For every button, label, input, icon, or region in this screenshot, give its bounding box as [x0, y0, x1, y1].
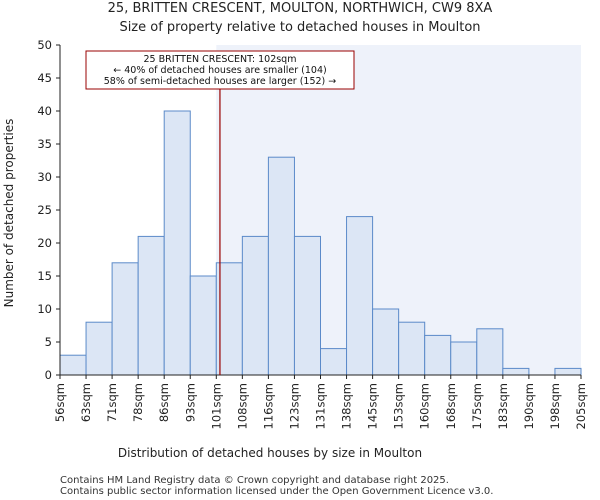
- footer-line-1: Contains HM Land Registry data © Crown c…: [60, 475, 449, 486]
- bar-108sqm: [241, 235, 269, 376]
- annotation-box: 25 BRITTEN CRESCENT: 102sqm ← 40% of det…: [85, 50, 355, 90]
- x-tick-label-63sqm: 63sqm: [79, 383, 93, 422]
- y-tick-label-40: 40: [37, 104, 52, 118]
- annotation-line-2: ← 40% of detached houses are smaller (10…: [113, 65, 326, 76]
- bar-123sqm: [293, 235, 322, 376]
- annotation-line-1: 25 BRITTEN CRESCENT: 102sqm: [144, 54, 297, 65]
- x-tick-label-78sqm: 78sqm: [131, 383, 145, 422]
- x-tick-label-175sqm: 175sqm: [470, 383, 484, 429]
- annotation-line-3: 58% of semi-detached houses are larger (…: [104, 76, 337, 87]
- x-tick-label-183sqm: 183sqm: [496, 383, 510, 429]
- chart-title: 25, BRITTEN CRESCENT, MOULTON, NORTHWICH…: [108, 1, 493, 16]
- bar-175sqm: [476, 328, 504, 376]
- bar-86sqm: [163, 110, 191, 376]
- x-tick-label-198sqm: 198sqm: [548, 383, 562, 429]
- chart-subtitle: Size of property relative to detached ho…: [119, 20, 480, 35]
- x-tick-label-101sqm: 101sqm: [209, 383, 223, 429]
- bar-138sqm: [346, 216, 374, 376]
- footer-line-2: Contains public sector information licen…: [60, 486, 493, 497]
- x-tick-label-145sqm: 145sqm: [366, 383, 380, 429]
- bar-168sqm: [450, 341, 478, 376]
- bar-131sqm: [320, 348, 348, 376]
- y-tick-label-45: 45: [37, 71, 52, 85]
- x-tick-label-93sqm: 93sqm: [183, 383, 197, 422]
- bar-101sqm: [215, 262, 243, 376]
- y-tick-label-30: 30: [37, 170, 52, 184]
- x-tick-label-116sqm: 116sqm: [261, 383, 275, 429]
- annotation-border: [85, 50, 355, 90]
- x-tick-label-138sqm: 138sqm: [340, 383, 354, 429]
- bar-160sqm: [424, 334, 452, 376]
- x-tick-label-71sqm: 71sqm: [105, 383, 119, 422]
- x-tick-label-108sqm: 108sqm: [235, 383, 249, 429]
- bar-71sqm: [111, 262, 139, 376]
- bar-198sqm: [554, 367, 582, 376]
- x-tick-label-205sqm: 205sqm: [574, 383, 588, 429]
- y-tick-label-50: 50: [37, 38, 52, 52]
- x-tick-label-131sqm: 131sqm: [314, 383, 328, 429]
- bar-116sqm: [267, 156, 295, 376]
- x-tick-label-168sqm: 168sqm: [444, 383, 458, 429]
- x-tick-label-153sqm: 153sqm: [392, 383, 406, 429]
- bar-153sqm: [398, 321, 426, 376]
- x-tick-label-86sqm: 86sqm: [157, 383, 171, 422]
- x-axis-label: Distribution of detached houses by size …: [118, 446, 422, 460]
- bar-93sqm: [189, 275, 217, 376]
- y-tick-label-15: 15: [37, 269, 52, 283]
- bar-56sqm: [59, 354, 87, 376]
- y-tick-label-25: 25: [37, 203, 52, 217]
- y-tick-label-10: 10: [37, 302, 52, 316]
- bar-78sqm: [137, 235, 165, 376]
- y-tick-label-0: 0: [45, 368, 52, 382]
- y-axis-label: Number of detached properties: [2, 119, 16, 308]
- y-tick-label-20: 20: [37, 236, 52, 250]
- x-tick-label-56sqm: 56sqm: [53, 383, 67, 422]
- y-tick-label-35: 35: [37, 137, 52, 151]
- x-tick-label-123sqm: 123sqm: [287, 383, 301, 429]
- bar-183sqm: [502, 367, 530, 376]
- bar-63sqm: [85, 321, 113, 376]
- bar-145sqm: [372, 308, 400, 376]
- x-tick-label-160sqm: 160sqm: [418, 383, 432, 429]
- x-tick-label-190sqm: 190sqm: [522, 383, 536, 429]
- y-tick-label-5: 5: [45, 335, 52, 349]
